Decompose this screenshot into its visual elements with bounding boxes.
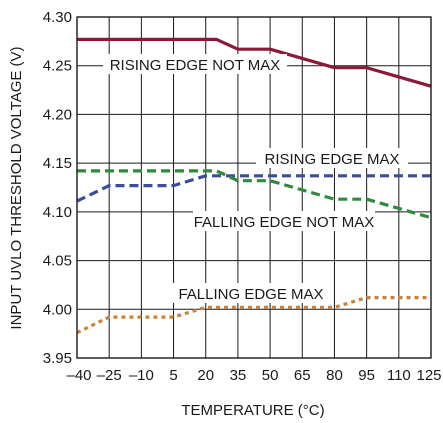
x-tick-label: 50 [262, 367, 279, 384]
x-tick-label: –10 [129, 367, 154, 384]
y-tick-labels: 3.95 4.00 4.05 4.10 4.15 4.20 4.25 4.30 [43, 9, 72, 367]
x-tick-label: –40 [66, 367, 91, 384]
series-label-falling-edge-max: FALLING EDGE MAX [178, 286, 323, 303]
x-tick-label: 110 [387, 367, 411, 384]
x-tick-labels: –40 –25 –10 5 20 35 50 65 80 95 110 125 [66, 367, 441, 384]
y-tick-label: 4.15 [43, 155, 72, 172]
series-line-rising-edge-not-max [77, 37, 432, 88]
series-label-rising-edge-max: RISING EDGE MAX [264, 151, 399, 168]
x-tick-label: 20 [197, 367, 214, 384]
y-tick-label: 4.20 [43, 106, 72, 123]
x-tick-label: 125 [416, 367, 441, 384]
x-tick-label: –25 [97, 367, 122, 384]
x-tick-label: 95 [358, 367, 375, 384]
y-tick-label: 4.25 [43, 58, 72, 75]
x-tick-label: 5 [169, 367, 177, 384]
y-tick-label: 4.30 [43, 9, 72, 26]
x-tick-label: 80 [326, 367, 343, 384]
label-bg-falling-max [171, 283, 331, 303]
series-layer [76, 37, 432, 335]
x-axis-title: TEMPERATURE (°C) [181, 402, 324, 419]
y-tick-label: 4.10 [43, 204, 72, 221]
series-label-rising-edge-not-max: RISING EDGE NOT MAX [110, 57, 281, 74]
y-tick-label: 4.00 [43, 301, 72, 318]
label-bg-rising-max [256, 148, 408, 168]
series-line-falling-edge-max [76, 296, 431, 335]
series-line-falling-edge-not-max [77, 169, 432, 220]
y-tick-label: 3.95 [43, 350, 72, 367]
plot-frame [76, 16, 432, 359]
x-tick-label: 65 [294, 367, 311, 384]
series-label-falling-edge-not-max: FALLING EDGE NOT MAX [194, 214, 375, 231]
label-bg-falling-not-max [193, 211, 375, 231]
x-tick-label: 35 [230, 367, 247, 384]
y-tick-label: 4.05 [43, 253, 72, 270]
label-bg-rising-not-max [103, 54, 287, 74]
y-axis-title: INPUT UVLO THRESHOLD VOLTAGE (V) [8, 46, 25, 329]
series-line-rising-edge-max [76, 174, 431, 203]
